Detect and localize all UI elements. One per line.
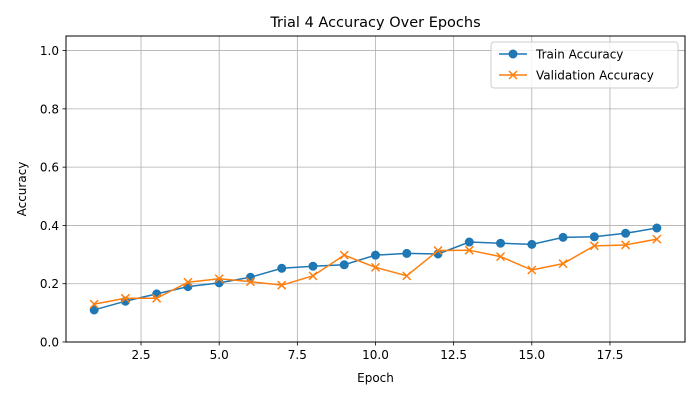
data-point [245,272,255,282]
x-tick-label: 5.0 [210,348,229,362]
x-tick-label: 10.0 [362,348,389,362]
data-point [621,228,631,238]
legend-item: Train Accuracy [499,48,623,62]
x-tick-label: 15.0 [518,348,545,362]
data-point [214,274,224,284]
data-point [527,265,537,275]
y-tick-label: 0.4 [40,219,59,233]
y-tick-label: 1.0 [40,44,59,58]
y-tick-label: 0.8 [40,102,59,116]
series-1 [89,234,662,309]
data-point [621,240,631,250]
data-point [527,239,537,249]
data-point [589,232,599,242]
x-tick-label: 2.5 [131,348,150,362]
data-point [558,259,568,269]
data-point [89,299,99,309]
data-point [652,223,662,233]
data-point [339,260,349,270]
ticks-layer: 2.5 5.0 7.5 10.0 12.5 15.0 17.5 0.0 0.2 0.4 0.6 0.8… [40,44,623,362]
data-point [339,250,349,260]
data-point [245,277,255,287]
data-point [308,271,318,281]
data-point [214,278,224,288]
legend-item: Validation Accuracy [499,69,654,83]
data-point [558,232,568,242]
y-tick-label: 0.6 [40,161,59,175]
data-point [308,261,318,271]
chart-title: Trial 4 Accuracy Over Epochs [269,15,480,31]
data-point [371,250,380,260]
data-point [402,248,412,258]
data-point [589,241,599,251]
legend-box [490,41,679,89]
y-tick-label: 0.0 [40,336,59,350]
data-point [464,237,474,247]
data-point [496,238,506,248]
data-point [370,262,381,272]
legend-label: Train Accuracy [535,48,623,62]
legend-label: Validation Accuracy [536,69,654,83]
x-axis-label: Epoch [357,371,394,385]
y-tick-label: 0.2 [40,277,59,291]
data-point [464,245,474,255]
data-point [277,280,287,290]
legend: Train Accuracy Validation Accuracy [490,41,679,89]
data-point [277,263,287,273]
legend-marker [508,49,518,59]
data-point [402,271,412,281]
data-point [652,234,662,244]
series-layer [89,223,662,315]
data-point [433,245,443,256]
x-tick-label: 12.5 [440,348,467,362]
x-tick-label: 17.5 [597,348,624,362]
legend-marker [508,70,518,80]
data-point [152,293,162,303]
x-tick-label: 7.5 [288,348,307,362]
data-point [183,277,193,287]
data-point [89,305,99,315]
y-axis-label: Accuracy [15,162,29,217]
data-point [496,252,506,262]
data-point [120,293,130,303]
